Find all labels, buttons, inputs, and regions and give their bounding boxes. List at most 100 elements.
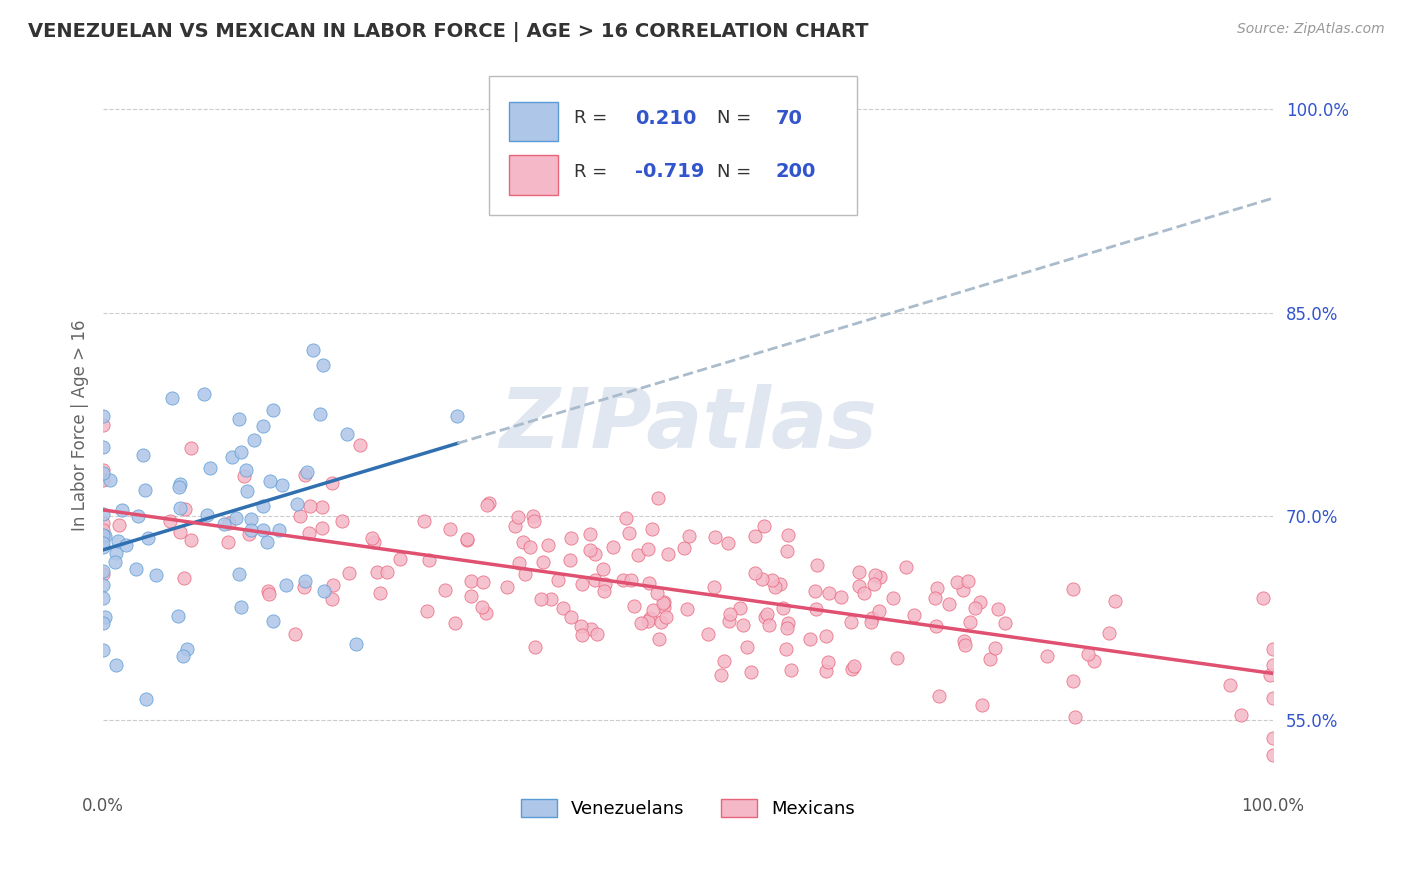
Point: [262, 403, 284, 417]
Point: [229, 599, 252, 614]
Point: [298, 500, 321, 514]
Point: [814, 665, 837, 679]
Point: [91, 417, 114, 432]
Point: [104, 657, 127, 672]
Point: [471, 599, 494, 614]
Point: [298, 525, 321, 540]
Point: [360, 531, 382, 545]
Point: [257, 584, 280, 599]
FancyBboxPatch shape: [509, 102, 558, 141]
Point: [780, 663, 803, 677]
Point: [198, 461, 221, 475]
Point: [627, 548, 650, 562]
Point: [751, 572, 773, 586]
Point: [537, 538, 560, 552]
Point: [475, 606, 498, 620]
Point: [302, 343, 325, 358]
Point: [754, 519, 776, 533]
Point: [235, 463, 257, 477]
Point: [91, 540, 114, 554]
Text: VENEZUELAN VS MEXICAN IN LABOR FORCE | AGE > 16 CORRELATION CHART: VENEZUELAN VS MEXICAN IN LABOR FORCE | A…: [28, 22, 869, 42]
Point: [508, 557, 530, 571]
Point: [456, 533, 478, 547]
Point: [238, 527, 260, 541]
Point: [242, 433, 264, 447]
Point: [817, 655, 839, 669]
Point: [583, 574, 606, 588]
Point: [1261, 731, 1284, 745]
Text: 200: 200: [776, 162, 815, 181]
Point: [630, 615, 652, 630]
Point: [583, 547, 606, 561]
Point: [648, 632, 671, 646]
Point: [523, 514, 546, 528]
Point: [578, 543, 600, 558]
Point: [735, 640, 758, 654]
Point: [115, 537, 138, 551]
Point: [228, 412, 250, 426]
Text: N =: N =: [717, 163, 756, 181]
Point: [524, 640, 547, 654]
Point: [799, 632, 821, 646]
Point: [108, 518, 131, 533]
Point: [472, 574, 495, 589]
Point: [839, 615, 862, 629]
Point: [882, 591, 904, 605]
Point: [135, 692, 157, 706]
Point: [637, 576, 659, 591]
Legend: Venezuelans, Mexicans: Venezuelans, Mexicans: [513, 791, 862, 825]
Point: [1229, 708, 1251, 723]
Point: [637, 541, 659, 556]
Point: [240, 523, 263, 537]
Point: [1261, 641, 1284, 656]
Point: [994, 615, 1017, 630]
Text: Source: ZipAtlas.com: Source: ZipAtlas.com: [1237, 22, 1385, 37]
Point: [312, 358, 335, 372]
Point: [754, 609, 776, 624]
Point: [91, 577, 114, 591]
Point: [228, 566, 250, 581]
Point: [212, 516, 235, 531]
Point: [217, 534, 239, 549]
Point: [311, 500, 333, 514]
Point: [818, 585, 841, 599]
Point: [953, 639, 976, 653]
Point: [270, 478, 292, 492]
Point: [938, 598, 960, 612]
Point: [946, 574, 969, 589]
Point: [229, 445, 252, 459]
Point: [322, 578, 344, 592]
Point: [1219, 678, 1241, 692]
Point: [444, 616, 467, 631]
Point: [1064, 710, 1087, 724]
Point: [778, 528, 800, 542]
Point: [772, 601, 794, 615]
Point: [775, 642, 797, 657]
Point: [167, 608, 190, 623]
Point: [1098, 626, 1121, 640]
Point: [763, 580, 786, 594]
Point: [869, 570, 891, 584]
Point: [288, 508, 311, 523]
Point: [952, 583, 974, 598]
Point: [308, 407, 330, 421]
Point: [94, 609, 117, 624]
Point: [655, 609, 678, 624]
Point: [756, 607, 779, 621]
Point: [173, 571, 195, 585]
Point: [366, 565, 388, 579]
Point: [256, 534, 278, 549]
Point: [776, 544, 799, 558]
Point: [508, 510, 530, 524]
Point: [744, 528, 766, 542]
Point: [475, 498, 498, 512]
Point: [553, 600, 575, 615]
Point: [717, 535, 740, 549]
Point: [970, 698, 993, 713]
Point: [865, 567, 887, 582]
Point: [718, 607, 741, 621]
Point: [647, 491, 669, 505]
Point: [571, 627, 593, 641]
Point: [614, 511, 637, 525]
Point: [91, 516, 114, 530]
